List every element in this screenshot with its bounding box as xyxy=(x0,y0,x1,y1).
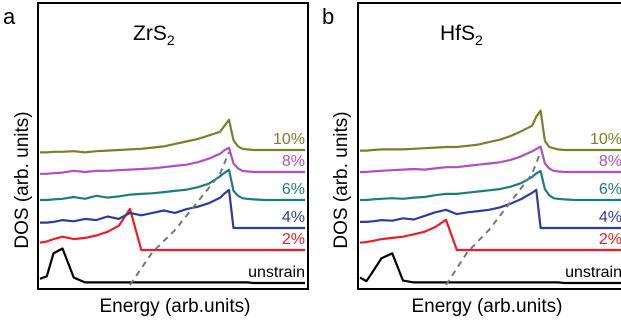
y-axis-title-a: DOS (arb. units) xyxy=(12,111,33,248)
guide-dashed-line-b xyxy=(445,151,542,286)
series-line-8pct-b xyxy=(360,145,621,174)
y-axis-title-b: DOS (arb. units) xyxy=(331,111,352,248)
series-line-2pct-b xyxy=(359,218,621,252)
plot-layer: unstrain 2% 4% 6% 8% 10% unstrain 2% 4% 6% 8% 10% xyxy=(39,109,621,286)
series-line-6pct-a xyxy=(40,168,305,202)
series-line-unstrain-a xyxy=(39,247,305,285)
strain-label-8pct-a: 8% xyxy=(282,153,305,170)
strain-label-10pct-b: 10% xyxy=(590,131,621,148)
material-title-a-sub: 2 xyxy=(167,32,175,48)
strain-label-4pct-a: 4% xyxy=(282,209,305,226)
x-axis-title-b: Energy (arb.units) xyxy=(411,296,562,317)
material-title-b-sub: 2 xyxy=(475,32,483,48)
series-line-10pct-b xyxy=(360,109,621,152)
plot-frame-a xyxy=(37,2,309,290)
material-title-a-base: ZrS xyxy=(133,22,167,45)
material-title-b-base: HfS xyxy=(440,22,475,45)
panel-a-series: unstrain 2% 4% 6% 8% 10% xyxy=(39,118,305,286)
series-line-2pct-a xyxy=(39,207,305,252)
series-line-6pct-b xyxy=(360,169,621,202)
strain-label-6pct-b: 6% xyxy=(599,181,621,198)
series-line-4pct-b xyxy=(360,188,621,230)
panel-b-series: unstrain 2% 4% 6% 8% 10% xyxy=(359,109,621,286)
plot-frame-b xyxy=(357,2,621,290)
material-title-a: ZrS2 xyxy=(133,22,175,48)
strain-label-unstrain-b: unstrain xyxy=(565,264,621,281)
series-line-4pct-a xyxy=(40,188,305,230)
strain-label-2pct-b: 2% xyxy=(599,231,621,248)
strain-label-4pct-b: 4% xyxy=(599,209,621,226)
panel-letter-b: b xyxy=(322,4,334,29)
strain-label-6pct-a: 6% xyxy=(282,181,305,198)
series-line-unstrain-b xyxy=(359,252,621,285)
strain-label-8pct-b: 8% xyxy=(599,153,621,170)
strain-label-10pct-a: 10% xyxy=(273,131,305,148)
strain-label-2pct-a: 2% xyxy=(282,231,305,248)
strain-label-unstrain-a: unstrain xyxy=(248,264,305,281)
x-axis-title-a: Energy (arb.units) xyxy=(99,296,250,317)
panel-letter-a: a xyxy=(3,4,16,29)
material-title-b: HfS2 xyxy=(440,22,483,48)
series-line-8pct-a xyxy=(40,146,305,175)
series-line-10pct-a xyxy=(40,118,305,154)
guide-dashed-line-a xyxy=(129,151,230,286)
